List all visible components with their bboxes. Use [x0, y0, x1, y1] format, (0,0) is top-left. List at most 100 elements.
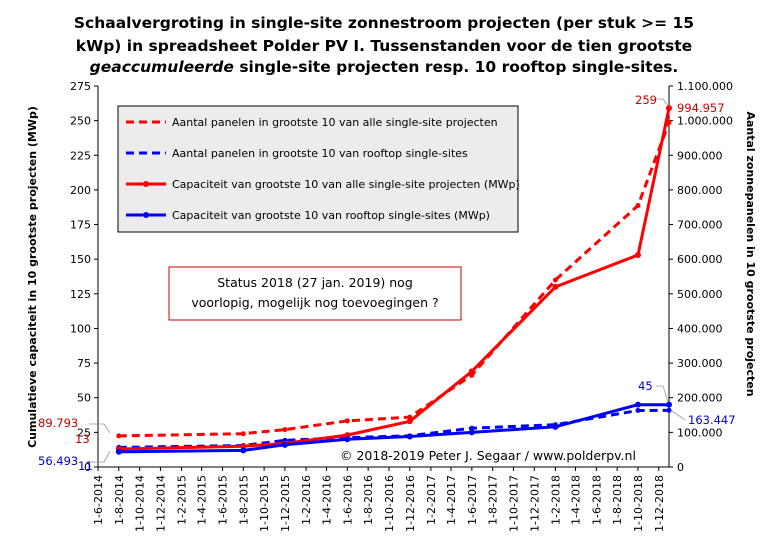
annotation-label: 259 [635, 93, 657, 107]
annotation-leader [662, 98, 669, 107]
y-right-tick-label: 200.000 [677, 392, 723, 405]
legend-label-3: Capaciteit van grootste 10 van alle sing… [172, 178, 520, 191]
series-1-point [240, 431, 246, 437]
x-tick-label: 1-4-2016 [321, 475, 334, 525]
status-line: voorlopig, mogelijk nog toevoegingen ? [191, 295, 438, 310]
x-tick-label: 1-2-2018 [549, 475, 562, 525]
y-left-tick-label: 75 [77, 357, 91, 370]
series-4-point [634, 401, 641, 408]
x-tick-label: 1-8-2018 [611, 475, 624, 525]
series-4-point [344, 436, 351, 443]
series-3-point [406, 418, 413, 425]
y-left-tick-label: 225 [70, 149, 91, 162]
x-tick-label: 1-10-2018 [632, 475, 645, 532]
legend-label-4: Capaciteit van grootste 10 van rooftop s… [172, 209, 490, 222]
left-y-axis-ticks: 0 25 50 75 100 125 150 175 200 225 250 275 [70, 80, 98, 474]
series-4-point [468, 429, 475, 436]
series-4-point [666, 401, 672, 408]
y-right-tick-label: 700.000 [677, 219, 723, 232]
y-right-tick-label: 900.000 [677, 149, 723, 162]
series-1-point [635, 202, 641, 208]
series-1-point [116, 433, 122, 439]
x-tick-label: 1-12-2016 [404, 475, 417, 532]
y-right-tick-label: 400.000 [677, 322, 723, 335]
x-tick-label: 1-2-2017 [425, 475, 438, 525]
x-tick-label: 1-4-2015 [196, 475, 209, 525]
series-3-point [634, 252, 641, 259]
annotation-label: 45 [638, 379, 653, 393]
series-3-point [552, 283, 559, 290]
annotation-label: 11 [78, 459, 93, 473]
chart-title-italic-word: geaccumuleerde [90, 58, 234, 76]
x-tick-label: 1-10-2014 [134, 475, 147, 532]
series-3-point [240, 443, 247, 450]
x-tick-label: 1-2-2015 [176, 475, 189, 525]
x-tick-label: 1-10-2015 [258, 475, 271, 532]
x-tick-label: 1-8-2016 [362, 475, 375, 525]
y-right-tick-label: 800.000 [677, 184, 723, 197]
x-tick-label: 1-6-2017 [466, 475, 479, 525]
y-right-tick-label: 1.100.000 [677, 80, 733, 93]
chart-title: Schaalvergroting in single-site zonnestr… [74, 14, 694, 76]
annotations: 89.793 13 56.493 11 259 994.957 45 163.447 [38, 93, 736, 473]
series-4-point [240, 447, 247, 454]
y-left-tick-label: 25 [77, 426, 91, 439]
annotation-label: 994.957 [677, 101, 725, 115]
y-left-tick-label: 50 [77, 392, 91, 405]
annotation-leader [103, 423, 111, 434]
x-tick-label: 1-12-2017 [528, 475, 541, 532]
y-left-tick-label: 150 [70, 253, 91, 266]
status-line: Status 2018 (27 jan. 2019) nog [217, 275, 413, 290]
series-1-point [282, 427, 288, 433]
x-tick-label: 1-10-2016 [383, 475, 396, 532]
right-y-axis-ticks: 0 100.000 200.000 300.000 400.000 500.000 600.… [669, 80, 733, 474]
x-tick-label: 1-8-2017 [487, 475, 500, 525]
y-left-tick-label: 0 [84, 461, 91, 474]
series-1-point [344, 418, 350, 424]
y-left-tick-label: 200 [70, 184, 91, 197]
annotation-label: 89.793 [38, 416, 78, 430]
series-3-point [666, 105, 672, 112]
series-1-point [552, 277, 558, 283]
legend-label-1: Aantal panelen in grootste 10 van alle s… [172, 116, 498, 129]
series-1-point [407, 414, 413, 420]
y-left-tick-label: 275 [70, 80, 91, 93]
x-tick-label: 1-6-2018 [590, 475, 603, 525]
series-4-point [115, 448, 122, 455]
annotation-label: 56.493 [38, 454, 78, 468]
annotation-label: 163.447 [688, 413, 736, 427]
y-left-tick-label: 175 [70, 219, 91, 232]
x-tick-label: 1-8-2014 [113, 475, 126, 525]
status-border [168, 266, 462, 321]
status-box: Status 2018 (27 jan. 2019) nog voorlopig,… [168, 266, 462, 321]
series-2-point [666, 407, 672, 413]
y-left-tick-label: 100 [70, 322, 91, 335]
chart-series [115, 105, 672, 455]
series-4-point [406, 433, 413, 440]
legend: Aantal panelen in grootste 10 van alle s… [117, 105, 520, 233]
y-left-tick-label: 250 [70, 115, 91, 128]
x-tick-label: 1-6-2015 [217, 475, 230, 525]
legend-marker-4 [143, 212, 149, 218]
y-right-tick-label: 100.000 [677, 426, 723, 439]
y-axis-left-label: Cumulatieve capaciteit in 10 grootste pr… [26, 106, 39, 448]
y-right-tick-label: 300.000 [677, 357, 723, 370]
y-left-tick-label: 125 [70, 288, 91, 301]
legend-box [117, 105, 519, 233]
x-tick-label: 1-2-2016 [300, 475, 313, 525]
x-tick-label: 1-4-2018 [570, 475, 583, 525]
series-3-point [344, 432, 351, 439]
series-4-point [281, 441, 288, 448]
chart-title-line: kWp) in spreadsheet Polder PV I. Tussens… [76, 37, 692, 55]
series-line-2 [118, 408, 670, 449]
x-tick-label: 1-8-2015 [237, 475, 250, 525]
copyright-text: © 2018-2019 Peter J. Segaar / www.polder… [340, 448, 636, 463]
y-right-tick-label: 600.000 [677, 253, 723, 266]
y-axis-right-label: Aantal zonnepanelen in 10 grootste proje… [744, 111, 757, 396]
y-right-tick-label: 500.000 [677, 288, 723, 301]
series-2-point [469, 425, 475, 431]
y-right-tick-label: 0 [677, 461, 684, 474]
chart-title-line: geaccumuleerde single-site projecten res… [90, 58, 679, 76]
annotation-label: 13 [75, 432, 90, 446]
